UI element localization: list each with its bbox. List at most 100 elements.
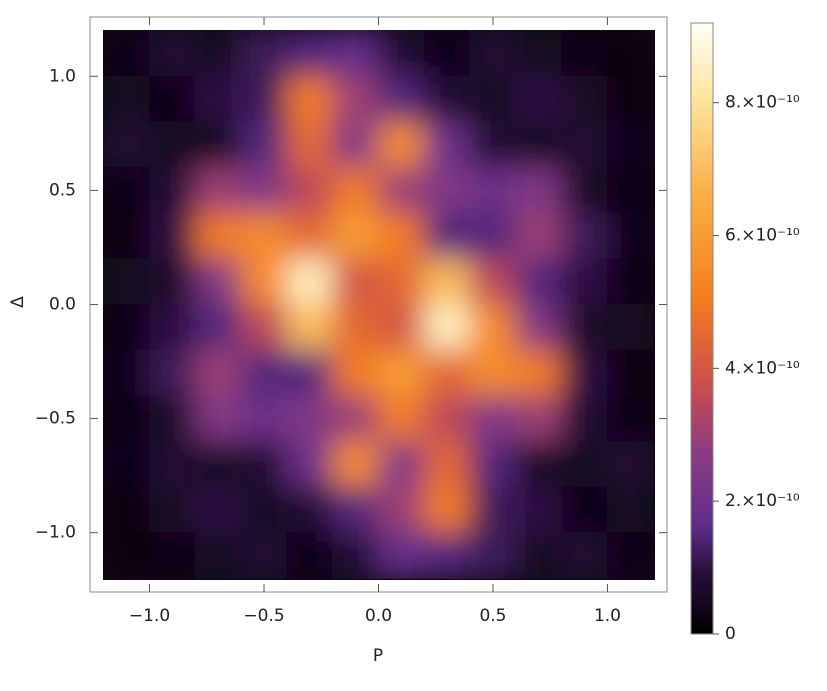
x-axis-label: P	[373, 646, 383, 666]
cell	[378, 349, 425, 397]
cell	[194, 304, 242, 351]
cell	[561, 486, 608, 534]
cell	[561, 30, 608, 77]
cell	[561, 349, 608, 397]
cell	[103, 167, 151, 214]
cell	[515, 30, 563, 77]
cell	[469, 167, 517, 214]
cell	[561, 395, 608, 442]
cell	[423, 30, 471, 77]
cell	[378, 532, 425, 579]
cell	[286, 212, 334, 260]
cell	[423, 75, 471, 123]
y-tick-label: 0.0	[49, 295, 76, 315]
cell	[515, 486, 563, 534]
cell	[149, 486, 196, 534]
cell	[103, 121, 151, 169]
x-tick-label: 0.5	[479, 606, 506, 626]
cell	[194, 440, 242, 488]
y-tick-label: −1.0	[35, 523, 76, 543]
cell	[332, 440, 379, 488]
cell	[240, 167, 288, 214]
cell	[332, 304, 379, 351]
cell	[286, 395, 334, 442]
cell	[286, 440, 334, 488]
cell	[240, 440, 288, 488]
cell	[194, 30, 242, 77]
cell	[515, 304, 563, 351]
y-axis-label: Δ	[8, 296, 28, 308]
cell	[469, 440, 517, 488]
cell	[423, 486, 471, 534]
cell	[240, 121, 288, 169]
cell	[378, 440, 425, 488]
cell	[194, 532, 242, 579]
colorbar-tick-label: 8.×10⁻¹⁰	[725, 93, 800, 113]
cell	[515, 121, 563, 169]
cell	[561, 167, 608, 214]
cell	[606, 532, 654, 579]
density	[103, 30, 654, 579]
cell	[423, 212, 471, 260]
cell	[561, 258, 608, 305]
cell	[423, 258, 471, 305]
cell	[515, 532, 563, 579]
colorbar-tick-label: 2.×10⁻¹⁰	[725, 491, 800, 511]
cell	[286, 75, 334, 123]
cell	[378, 121, 425, 169]
cell	[103, 532, 151, 579]
cell	[378, 75, 425, 123]
colorbar-tick-label: 6.×10⁻¹⁰	[725, 226, 800, 246]
cell	[332, 167, 379, 214]
cell	[286, 349, 334, 397]
cell	[149, 395, 196, 442]
cell	[606, 258, 654, 305]
cell	[423, 440, 471, 488]
cell	[286, 121, 334, 169]
cell	[103, 258, 151, 305]
y-tick-label: 0.5	[49, 180, 76, 200]
cell	[240, 304, 288, 351]
cell	[606, 486, 654, 534]
colorbar-tick-label: 0	[725, 624, 736, 644]
x-tick-label: 0.0	[365, 606, 392, 626]
cell	[240, 349, 288, 397]
cell	[515, 212, 563, 260]
colorbar-tick-label: 4.×10⁻¹⁰	[725, 358, 800, 378]
cell	[149, 121, 196, 169]
cell	[149, 258, 196, 305]
cell	[606, 121, 654, 169]
cell	[332, 532, 379, 579]
cell	[286, 258, 334, 305]
cell	[103, 304, 151, 351]
cell	[103, 486, 151, 534]
cell	[240, 212, 288, 260]
cell	[194, 258, 242, 305]
cell	[423, 121, 471, 169]
cell	[378, 258, 425, 305]
cell	[606, 349, 654, 397]
cell	[332, 258, 379, 305]
cell	[149, 349, 196, 397]
colorbar	[690, 22, 714, 635]
cell	[423, 532, 471, 579]
cell	[561, 212, 608, 260]
cell	[149, 532, 196, 579]
cell	[378, 212, 425, 260]
cell	[194, 167, 242, 214]
cell	[286, 304, 334, 351]
cell	[332, 121, 379, 169]
cell	[515, 258, 563, 305]
cell	[240, 395, 288, 442]
cell	[332, 75, 379, 123]
cell	[515, 349, 563, 397]
cell	[469, 75, 517, 123]
cell	[149, 440, 196, 488]
x-tick-label: −1.0	[129, 606, 170, 626]
cell	[561, 532, 608, 579]
x-tick-label: 1.0	[594, 606, 621, 626]
cell	[423, 349, 471, 397]
cell	[606, 30, 654, 77]
cell	[103, 440, 151, 488]
